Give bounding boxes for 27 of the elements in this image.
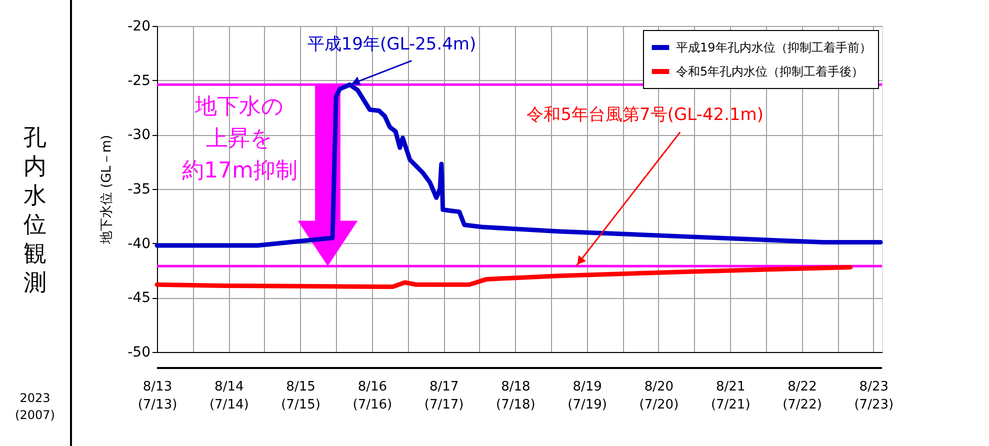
- annotation: 地下水の上昇を約17m抑制: [182, 94, 298, 184]
- text: 2023 (2007): [15, 391, 55, 422]
- annotation: 令和5年台風第7号(GL-42.1m): [526, 105, 764, 126]
- x-tick-label: 8/23 (7/23): [854, 380, 894, 412]
- annotation: 平成19年(GL-25.4m): [307, 34, 476, 55]
- x-tick-label: 8/13 (7/13): [138, 380, 178, 412]
- x-tick-label: 8/14 (7/14): [209, 380, 249, 412]
- x-tick-label: 8/18 (7/18): [496, 380, 536, 412]
- y-axis-title: 地下水位 (GL－m): [100, 134, 115, 246]
- x-tick-label: 8/19 (7/19): [568, 380, 608, 412]
- y-tick-label: -35: [128, 182, 150, 198]
- y-tick-label: -20: [128, 18, 150, 34]
- x-tick-label: 8/22 (7/22): [782, 380, 822, 412]
- x-tick-label: 8/16 (7/16): [352, 380, 392, 412]
- x-tick-label: 8/17 (7/17): [424, 380, 464, 412]
- y-tick-label: -50: [128, 344, 150, 360]
- x-tick-label: 8/21 (7/21): [710, 380, 750, 412]
- y-tick-label: -30: [128, 127, 150, 144]
- y-tick-label: -25: [128, 72, 150, 89]
- x-tick-label: 8/15 (7/15): [281, 380, 320, 412]
- y-tick-label: -40: [128, 236, 150, 252]
- legend-label: 令和5年孔内水位（抑制工着手後）: [676, 64, 864, 78]
- x-tick-label: 8/20 (7/20): [639, 380, 679, 412]
- legend-label: 平成19年孔内水位（抑制工着手前）: [676, 40, 872, 54]
- text: 孔内水位観測: [24, 125, 46, 296]
- line-series: [154, 264, 853, 290]
- y-tick-label: -45: [128, 290, 150, 306]
